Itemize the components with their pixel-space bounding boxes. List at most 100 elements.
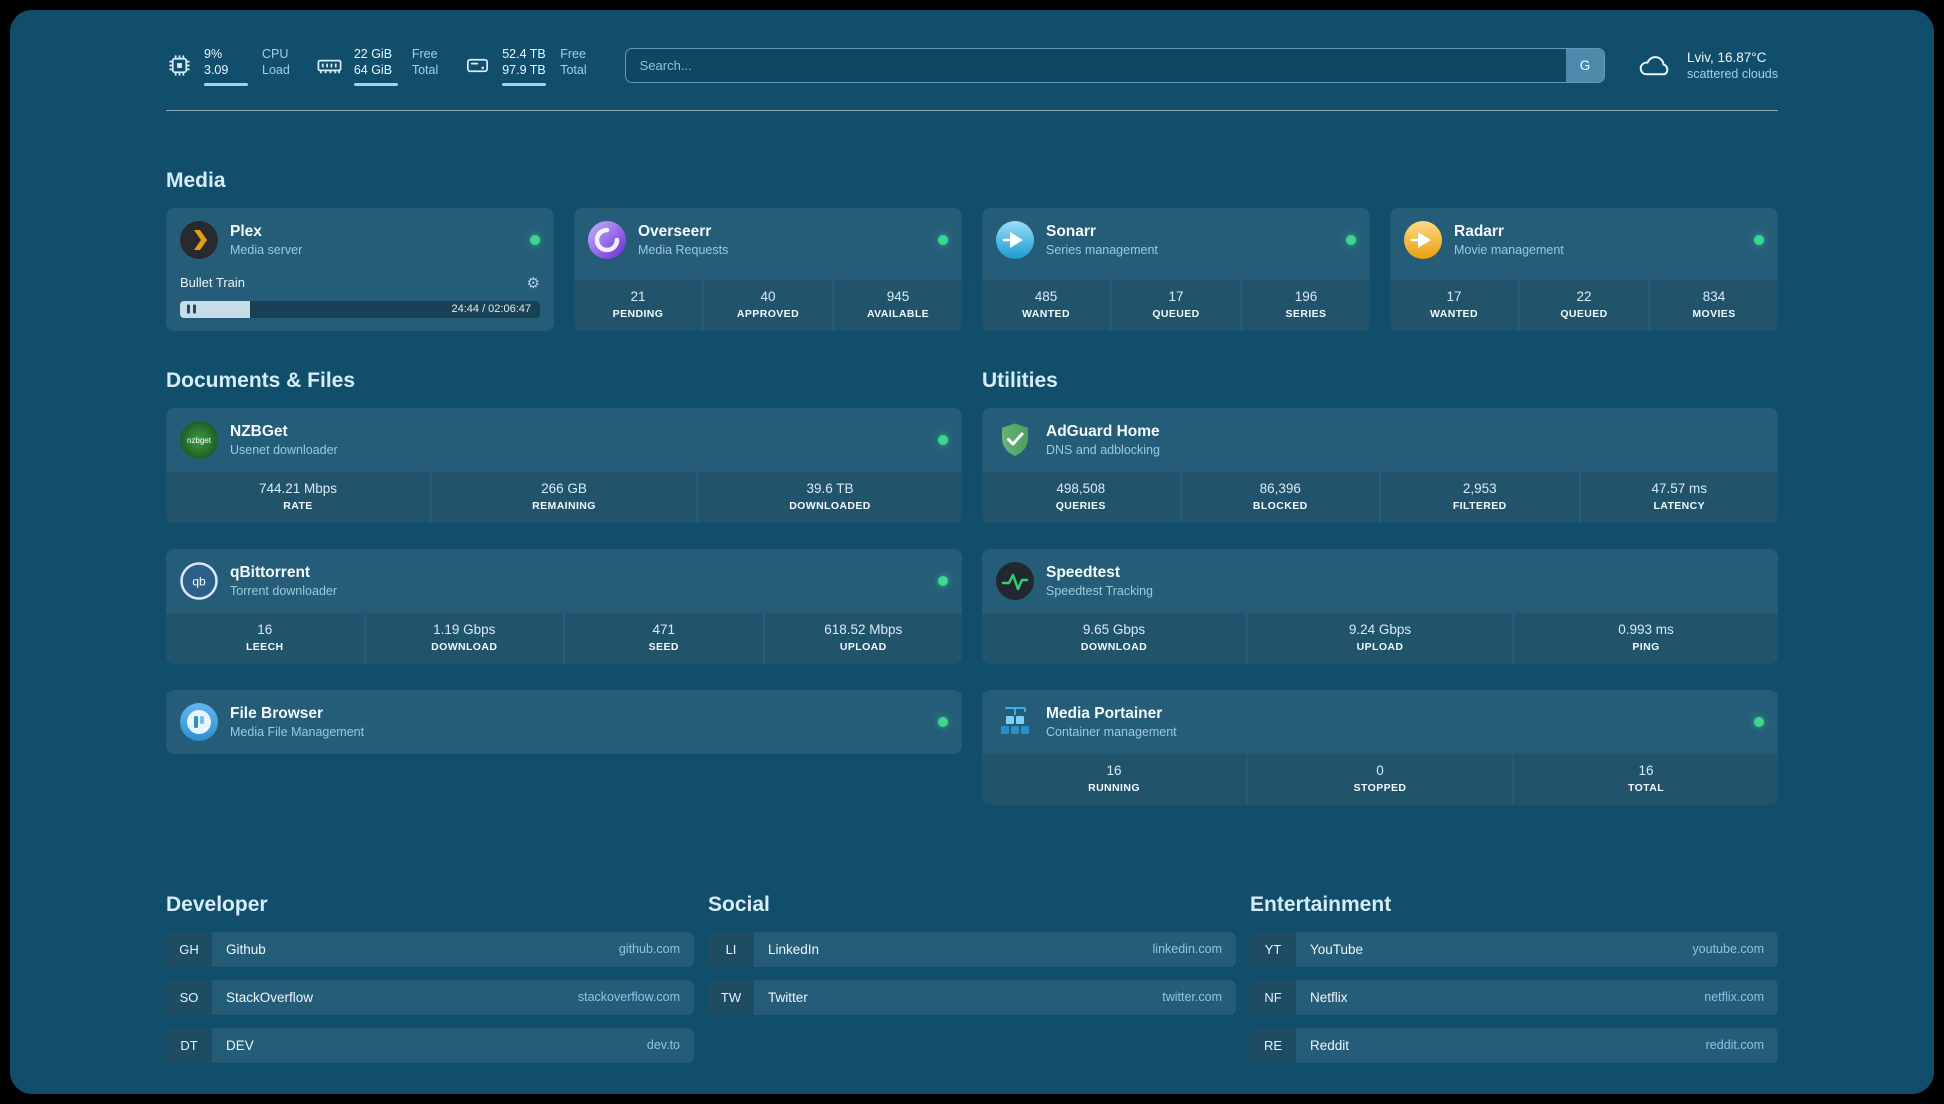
stat-value: 16 xyxy=(1638,762,1654,778)
stat-stopped: 0 STOPPED xyxy=(1248,753,1512,805)
section-documents: Documents & Files nzbget NZBGet Usenet d… xyxy=(166,369,962,780)
bookmark-netflix[interactable]: NF Netflix netflix.com xyxy=(1250,979,1778,1015)
weather-location: Lviv, 16.87°C xyxy=(1686,50,1767,66)
plex-icon xyxy=(180,220,218,259)
service-link-plex[interactable]: Plex Media server xyxy=(166,208,554,272)
service-stats: 21 PENDING 40 APPROVED 945 AVAILABLE xyxy=(574,279,962,331)
disk-widget: 52.4 TB 97.9 TB Free Total xyxy=(464,46,587,86)
radarr-icon xyxy=(1404,220,1442,259)
service-link-adguard[interactable]: AdGuard Home DNS and adblocking xyxy=(982,408,1778,472)
dashboard: 9% 3.09 CPU Load xyxy=(10,10,1934,1094)
stat-value: 266 GB xyxy=(541,480,587,496)
service-link-speedtest[interactable]: Speedtest Speedtest Tracking xyxy=(982,549,1778,613)
bookmark-abbr: GH xyxy=(166,931,212,967)
topbar: 9% 3.09 CPU Load xyxy=(166,46,1778,86)
stat-value: 618.52 Mbps xyxy=(824,621,903,637)
search-provider-button[interactable]: G xyxy=(1565,49,1604,83)
gear-icon[interactable]: ⚙ xyxy=(526,274,540,292)
cpu-values: 9% 3.09 xyxy=(204,46,248,86)
stat-label: TOTAL xyxy=(1627,781,1665,794)
playback-progress-bar[interactable]: 24:44 / 02:06:47 xyxy=(180,300,540,318)
service-meta: NZBGet Usenet downloader xyxy=(230,423,338,457)
speedtest-icon xyxy=(996,561,1034,600)
section-title-social: Social xyxy=(708,892,770,916)
memory-labels: Free Total xyxy=(412,46,438,86)
bookmark-name: Netflix xyxy=(1310,989,1348,1005)
service-link-qbittorrent[interactable]: qb qBittorrent Torrent downloader xyxy=(166,549,962,613)
stat-blocked: 86,396 BLOCKED xyxy=(1181,471,1379,523)
service-link-radarr[interactable]: Radarr Movie management xyxy=(1390,208,1778,272)
service-card-speedtest: Speedtest Speedtest Tracking 9.65 Gbps D… xyxy=(982,548,1778,664)
playback-progress-fill xyxy=(180,300,251,318)
stat-label: SEED xyxy=(648,640,679,653)
cpu-widget: 9% 3.09 CPU Load xyxy=(166,46,290,86)
section-title-media: Media xyxy=(166,168,226,192)
memory-label-2: Total xyxy=(411,63,439,78)
stat-value: 0.993 ms xyxy=(1618,621,1674,637)
pause-icon[interactable] xyxy=(187,304,196,314)
stat-wanted: 485 WANTED xyxy=(982,279,1110,331)
search-input[interactable] xyxy=(625,49,1566,83)
stat-value: 86,396 xyxy=(1259,480,1301,496)
now-playing-row: Bullet Train ⚙ xyxy=(166,272,554,292)
bookmark-stackoverflow[interactable]: SO StackOverflow stackoverflow.com xyxy=(166,979,694,1015)
service-link-sonarr[interactable]: Sonarr Series management xyxy=(982,208,1370,272)
stat-value: 9.24 Gbps xyxy=(1348,621,1412,637)
bookmark-abbr: YT xyxy=(1250,931,1296,967)
service-link-nzbget[interactable]: nzbget NZBGet Usenet downloader xyxy=(166,408,962,472)
bookmark-url: netflix.com xyxy=(1704,990,1764,1004)
stat-queries: 498,508 QUERIES xyxy=(982,471,1180,523)
stat-remaining: 266 GB REMAINING xyxy=(432,471,696,523)
service-meta: qBittorrent Torrent downloader xyxy=(230,564,337,598)
bookmark-name: Twitter xyxy=(768,989,808,1005)
service-meta: Plex Media server xyxy=(230,223,302,257)
stat-running: 16 RUNNING xyxy=(982,753,1246,805)
section-utilities: Utilities AdGuard Home DNS and adblockin… xyxy=(982,369,1778,831)
cpu-label-1: CPU xyxy=(262,47,289,61)
section-title-documents: Documents & Files xyxy=(166,368,356,392)
stat-label: WANTED xyxy=(1022,307,1070,320)
stat-value: 485 xyxy=(1034,288,1058,304)
service-meta: Overseerr Media Requests xyxy=(638,223,728,257)
bookmark-github[interactable]: GH Github github.com xyxy=(166,931,694,967)
stat-value: 0 xyxy=(1376,762,1384,778)
service-stats: 16 RUNNING 0 STOPPED 16 TOTAL xyxy=(982,753,1778,805)
stat-rate: 744.21 Mbps RATE xyxy=(166,471,430,523)
bookmark-youtube[interactable]: YT YouTube youtube.com xyxy=(1250,931,1778,967)
service-stats: 16 LEECH 1.19 Gbps DOWNLOAD 471 SEED 6 xyxy=(166,612,962,664)
service-meta: Sonarr Series management xyxy=(1046,223,1158,257)
service-stats: 485 WANTED 17 QUEUED 196 SERIES xyxy=(982,279,1370,331)
service-subtitle: Usenet downloader xyxy=(230,442,338,457)
media-grid: Plex Media server Bullet Train ⚙ 24 xyxy=(166,207,1778,331)
service-subtitle: Series management xyxy=(1046,242,1158,257)
stat-label: MOVIES xyxy=(1692,307,1736,320)
service-stats: 9.65 Gbps DOWNLOAD 9.24 Gbps UPLOAD 0.99… xyxy=(982,612,1778,664)
stat-label: STOPPED xyxy=(1353,781,1407,794)
stat-label: QUERIES xyxy=(1055,499,1106,512)
service-subtitle: Media server xyxy=(230,242,303,257)
memory-values: 22 GiB 64 GiB xyxy=(353,46,398,86)
search-bar: G xyxy=(624,48,1605,84)
now-playing-title: Bullet Train xyxy=(180,275,246,290)
stat-value: 39.6 TB xyxy=(806,480,854,496)
service-card-adguard: AdGuard Home DNS and adblocking 498,508 … xyxy=(982,407,1778,523)
status-dot xyxy=(938,434,948,445)
service-card-portainer: Media Portainer Container management 16 … xyxy=(982,689,1778,805)
section-media: Media Plex Media server xyxy=(166,169,1778,331)
bookmark-name: StackOverflow xyxy=(226,989,314,1005)
bookmark-dev[interactable]: DT DEV dev.to xyxy=(166,1027,694,1063)
service-link-overseerr[interactable]: Overseerr Media Requests xyxy=(574,208,962,272)
bookmark-reddit[interactable]: RE Reddit reddit.com xyxy=(1250,1027,1778,1063)
bookmark-linkedin[interactable]: LI LinkedIn linkedin.com xyxy=(708,931,1236,967)
stat-filtered: 2,953 FILTERED xyxy=(1381,471,1579,523)
stat-label: UPLOAD xyxy=(839,640,887,653)
stat-label: REMAINING xyxy=(532,499,596,512)
service-subtitle: Container management xyxy=(1046,724,1177,739)
stat-total: 16 TOTAL xyxy=(1514,753,1778,805)
service-link-filebrowser[interactable]: File Browser Media File Management xyxy=(166,690,962,754)
bookmark-twitter[interactable]: TW Twitter twitter.com xyxy=(708,979,1236,1015)
sonarr-icon xyxy=(996,220,1034,259)
cpu-icon xyxy=(166,52,193,79)
service-name: File Browser xyxy=(230,704,324,722)
service-link-portainer[interactable]: Media Portainer Container management xyxy=(982,690,1778,754)
